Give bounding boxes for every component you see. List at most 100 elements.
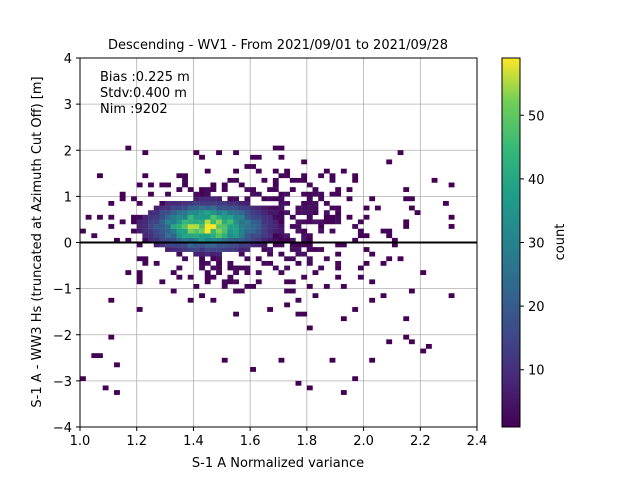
heatmap-cell xyxy=(216,237,222,243)
heatmap-cell xyxy=(153,233,160,239)
heatmap-cell xyxy=(233,228,239,234)
heatmap-cell xyxy=(153,228,160,234)
heatmap-cell xyxy=(306,210,313,216)
heatmap-cell xyxy=(289,214,296,220)
heatmap-cell xyxy=(165,191,171,197)
heatmap-cell xyxy=(369,196,376,202)
heatmap-cell xyxy=(318,219,325,225)
heatmap-cell xyxy=(272,177,279,183)
heatmap-cell xyxy=(267,205,274,211)
heatmap-cell xyxy=(244,219,251,225)
heatmap-cell xyxy=(170,214,177,220)
heatmap-cell xyxy=(233,233,239,239)
heatmap-cell xyxy=(210,247,217,252)
heatmap-cell xyxy=(278,196,285,202)
heatmap-cell xyxy=(386,339,393,345)
heatmap-cell xyxy=(267,210,274,216)
heatmap-cell xyxy=(278,228,285,234)
heatmap-cell xyxy=(238,205,245,211)
heatmap-cell xyxy=(238,251,245,257)
heatmap-cell xyxy=(159,237,166,243)
heatmap-cell xyxy=(335,242,342,248)
heatmap-cell xyxy=(221,237,228,243)
heatmap-cell xyxy=(272,265,279,271)
heatmap-cell xyxy=(352,376,359,382)
heatmap-cell xyxy=(85,214,92,220)
heatmap-cell xyxy=(148,233,154,239)
heatmap-cell xyxy=(159,219,166,225)
heatmap-cell xyxy=(108,297,115,303)
heatmap-cell xyxy=(159,228,166,234)
heatmap-cell xyxy=(329,177,336,183)
heatmap-cell xyxy=(187,247,194,252)
heatmap-cell xyxy=(193,196,200,202)
heatmap-cell xyxy=(221,224,228,229)
heatmap-cell xyxy=(221,214,228,220)
heatmap-cell xyxy=(233,168,239,174)
heatmap-cell xyxy=(210,187,217,192)
heatmap-cell xyxy=(380,293,387,299)
y-tick-label: −2 xyxy=(53,329,72,344)
heatmap-cell xyxy=(187,228,194,234)
heatmap-cell xyxy=(323,284,330,289)
heatmap-cell xyxy=(380,260,387,266)
heatmap-cell xyxy=(216,214,222,220)
heatmap-cell xyxy=(204,228,211,234)
heatmap-cell xyxy=(238,219,245,225)
heatmap-cell xyxy=(91,233,98,239)
heatmap-cell xyxy=(221,200,228,206)
heatmap-cell xyxy=(136,270,143,275)
heatmap-cell xyxy=(199,214,205,220)
heatmap-cell xyxy=(131,219,137,225)
heatmap-cell xyxy=(159,279,166,285)
heatmap-cell xyxy=(233,247,239,252)
heatmap-cell xyxy=(170,233,177,239)
colorbar-label: count xyxy=(553,224,568,261)
heatmap-cell xyxy=(199,210,205,216)
heatmap-cell xyxy=(199,219,205,225)
heatmap-cell xyxy=(187,242,194,248)
heatmap-cell xyxy=(227,247,234,252)
heatmap-cell xyxy=(261,224,268,229)
heatmap-cell xyxy=(210,251,217,257)
heatmap-cell xyxy=(272,187,279,192)
heatmap-cell xyxy=(165,242,171,248)
heatmap-cell xyxy=(176,237,183,243)
heatmap-cell xyxy=(329,219,336,225)
heatmap-cell xyxy=(301,274,308,280)
y-tick-label: 0 xyxy=(64,237,72,252)
heatmap-cell xyxy=(329,205,336,211)
heatmap-cell xyxy=(136,224,143,229)
heatmap-cell xyxy=(312,205,319,211)
heatmap-cell xyxy=(369,251,376,257)
heatmap-cell xyxy=(295,260,302,266)
heatmap-cell xyxy=(386,256,393,262)
heatmap-cell xyxy=(193,237,200,243)
heatmap-cell xyxy=(250,237,257,243)
heatmap-cell xyxy=(159,242,166,248)
heatmap-cell xyxy=(272,182,279,188)
heatmap-cell xyxy=(238,214,245,220)
heatmap-cell xyxy=(210,205,217,211)
heatmap-cell xyxy=(301,219,308,225)
heatmap-cell xyxy=(295,177,302,183)
heatmap-cell xyxy=(233,237,239,243)
heatmap-cell xyxy=(306,233,313,239)
heatmap-cell xyxy=(131,228,137,234)
heatmap-cell xyxy=(125,145,132,151)
heatmap-cell xyxy=(233,242,239,248)
heatmap-cell xyxy=(289,279,296,285)
heatmap-cell xyxy=(182,247,188,252)
heatmap-cell xyxy=(136,242,143,248)
heatmap-cell xyxy=(329,191,336,197)
heatmap-cell xyxy=(244,214,251,220)
heatmap-cell xyxy=(159,200,166,206)
heatmap-cell xyxy=(306,247,313,252)
heatmap-cell xyxy=(238,237,245,243)
heatmap-cell xyxy=(210,237,217,243)
heatmap-cell xyxy=(153,210,160,216)
heatmap-cell xyxy=(193,210,200,216)
heatmap-cell xyxy=(210,297,217,303)
heatmap-cell xyxy=(233,311,239,317)
heatmap-cell xyxy=(182,242,188,248)
